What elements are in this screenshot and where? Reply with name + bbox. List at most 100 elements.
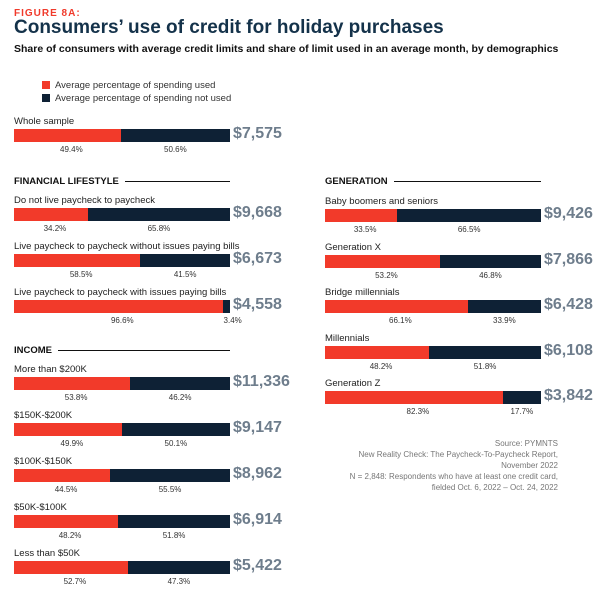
bar-segment-used <box>14 561 128 574</box>
section-title: INCOME <box>14 345 52 356</box>
bar-segment-used <box>14 254 141 267</box>
section-divider <box>58 350 230 351</box>
credit-limit-value: $6,108 <box>544 341 593 359</box>
legend-swatch-not-used <box>42 94 50 102</box>
bar-segment-not-used <box>118 515 230 528</box>
source-line: November 2022 <box>501 461 558 470</box>
stacked-bar <box>14 377 230 390</box>
credit-limit-value: $5,422 <box>233 557 282 574</box>
stacked-bar <box>14 208 230 221</box>
credit-limit-value: $6,673 <box>233 250 282 267</box>
row-label: Do not live paycheck to paycheck <box>14 195 155 206</box>
row-label: $100K-$150K <box>14 456 73 467</box>
not-used-pct-label: 66.5% <box>457 225 481 234</box>
source-line: Source: PYMNTS <box>494 439 558 448</box>
stacked-bar <box>14 561 230 574</box>
bar-segment-used <box>14 515 119 528</box>
used-pct-label: 49.4% <box>60 145 83 154</box>
stacked-bar <box>14 129 230 142</box>
bar-segment-used <box>325 254 440 268</box>
bar-segment-not-used <box>222 300 230 313</box>
used-pct-label: 96.6% <box>110 316 134 325</box>
not-used-pct-label: 65.8% <box>147 224 171 233</box>
used-pct-label: 53.2% <box>375 270 398 280</box>
not-used-pct-label: 51.8% <box>473 361 497 371</box>
bar-segment-used <box>325 391 503 404</box>
legend-item-not-used: Average percentage of spending not used <box>42 93 231 104</box>
used-pct-label: 82.3% <box>406 407 430 416</box>
bar-segment-used <box>14 208 88 221</box>
used-pct-label: 33.5% <box>353 225 377 234</box>
not-used-pct-label: 33.9% <box>493 316 516 325</box>
row-label: Baby boomers and seniors <box>325 196 439 207</box>
bar-segment-used <box>14 423 122 436</box>
row-label: Live paycheck to paycheck with issues pa… <box>14 287 227 298</box>
credit-limit-value: $7,575 <box>233 125 282 142</box>
legend-label: Average percentage of spending not used <box>55 93 232 104</box>
used-pct-label: 52.7% <box>63 577 87 586</box>
bar-segment-used <box>14 377 131 390</box>
bar-segment-not-used <box>397 209 541 222</box>
figure-label: FIGURE 8A: <box>14 8 81 19</box>
credit-limit-value: $6,914 <box>233 511 282 528</box>
row-label: Less than $50K <box>14 548 81 559</box>
used-pct-label: 34.2% <box>43 224 67 233</box>
row-label: More than $200K <box>14 364 87 375</box>
bar-segment-used <box>325 300 468 313</box>
row-label: $50K-$100K <box>14 502 67 513</box>
chart-title: Consumers’ use of credit for holiday pur… <box>14 17 444 38</box>
bar-segment-not-used <box>110 469 230 482</box>
section-title: FINANCIAL LIFESTYLE <box>14 176 119 187</box>
stacked-bar <box>14 515 230 528</box>
stacked-bar <box>14 300 230 313</box>
row-label: $150K-$200K <box>14 410 73 421</box>
row-label: Live paycheck to paycheck without issues… <box>14 241 240 252</box>
source-note: Source: PYMNTS New Reality Check: The Pa… <box>350 438 558 493</box>
legend-item-used: Average percentage of spending used <box>42 80 215 91</box>
legend-swatch-used <box>42 81 50 89</box>
bar-segment-not-used <box>140 254 230 267</box>
not-used-pct-label: 50.1% <box>164 439 188 448</box>
bar-segment-not-used <box>130 377 230 390</box>
credit-limit-value: $7,866 <box>544 250 593 268</box>
not-used-pct-label: 47.3% <box>167 577 191 586</box>
bar-segment-not-used <box>429 345 541 359</box>
bar-segment-not-used <box>121 423 230 436</box>
bar-segment-not-used <box>502 391 541 404</box>
credit-limit-value: $8,962 <box>233 465 282 482</box>
source-line: New Reality Check: The Paycheck-To-Paych… <box>358 450 559 459</box>
not-used-pct-label: 55.5% <box>158 485 182 494</box>
stacked-bar <box>325 391 541 404</box>
source-line: fielded Oct. 6, 2022 – Oct. 24, 2022 <box>431 483 558 492</box>
stacked-bar <box>14 469 230 482</box>
row-label: Generation Z <box>325 378 381 389</box>
used-pct-label: 66.1% <box>389 316 412 325</box>
section-title: GENERATION <box>325 176 388 187</box>
bar-segment-not-used <box>439 254 541 268</box>
stacked-bar <box>325 345 541 359</box>
bar-segment-not-used <box>467 300 541 313</box>
stacked-bar <box>325 300 541 313</box>
credit-limit-value: $4,558 <box>233 296 282 313</box>
not-used-pct-label: 3.4% <box>223 316 242 325</box>
bar-segment-used <box>14 300 223 313</box>
bar-segment-used <box>14 469 111 482</box>
credit-limit-value: $9,426 <box>544 205 593 222</box>
row-label: Bridge millennials <box>325 287 400 298</box>
row-label: Whole sample <box>14 116 75 127</box>
used-pct-label: 44.5% <box>54 485 78 494</box>
stacked-bar <box>325 254 541 268</box>
credit-limit-value: $11,336 <box>233 373 290 390</box>
credit-limit-value: $9,668 <box>233 204 282 221</box>
used-pct-label: 48.2% <box>369 361 393 371</box>
stacked-bar <box>14 254 230 267</box>
not-used-pct-label: 46.2% <box>168 393 192 402</box>
chart-subtitle: Share of consumers with average credit l… <box>14 43 559 55</box>
not-used-pct-label: 46.8% <box>479 270 502 280</box>
section-header: INCOME <box>14 345 230 356</box>
bar-segment-used <box>14 129 121 142</box>
stacked-bar <box>325 209 541 222</box>
not-used-pct-label: 51.8% <box>162 531 186 540</box>
section-header: FINANCIAL LIFESTYLE <box>14 176 230 187</box>
